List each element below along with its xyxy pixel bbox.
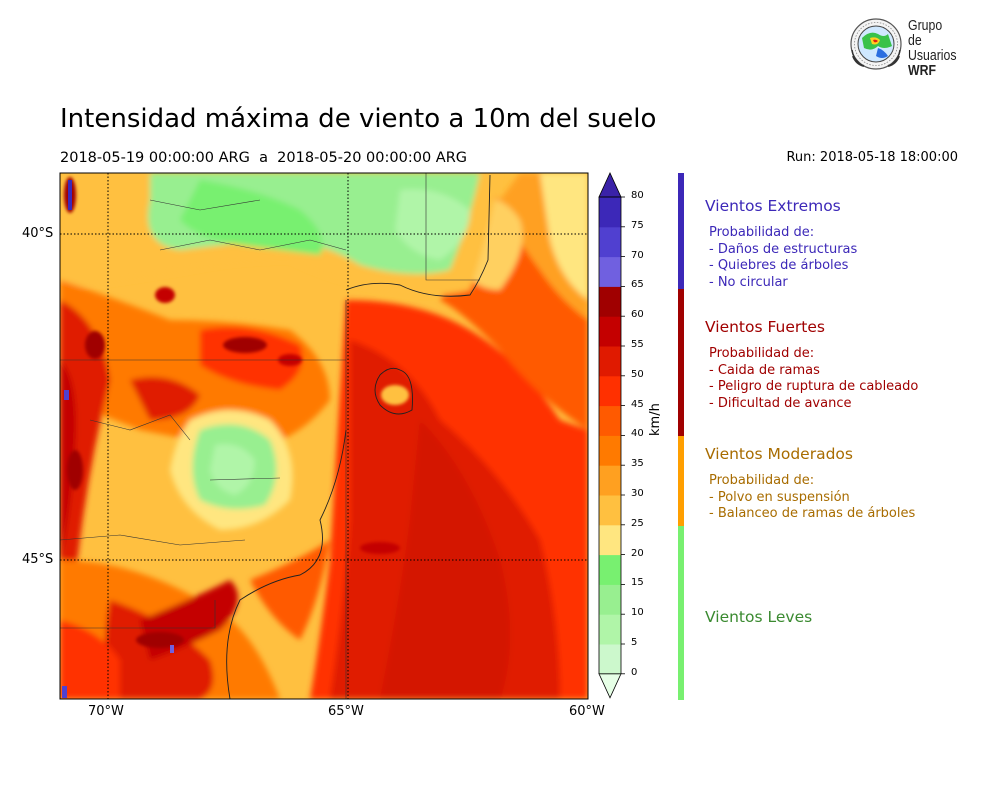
- cat-bar-fuertes: [678, 289, 684, 436]
- colorbar-tick-label: 10: [631, 607, 644, 619]
- colorbar-tick-label: 55: [631, 339, 644, 350]
- category-item: - Dificultad de avance: [709, 395, 852, 411]
- colorbar-tick-label: 35: [631, 458, 644, 470]
- colorbar-band: [599, 524, 621, 556]
- colorbar-tick-label: 5: [631, 637, 638, 648]
- valid-period: 2018-05-19 00:00:00 ARG a 2018-05-20 00:…: [60, 150, 467, 166]
- category-leves: Vientos Leves: [705, 608, 812, 626]
- category-moderados: Vientos Moderados Probabilidad de: - Pol…: [705, 445, 915, 523]
- category-description: Probabilidad de: - Polvo en suspensión -…: [705, 473, 915, 523]
- map-frame: [59, 172, 589, 700]
- colorbar-extend-low: [598, 673, 622, 699]
- colorbar-tick-label: 80: [631, 190, 644, 201]
- colorbar-band: [599, 614, 621, 645]
- category-item: - Quiebres de árboles: [709, 258, 849, 273]
- category-description: Probabilidad de: - Daños de estructuras …: [705, 225, 857, 291]
- category-item: - No circular: [709, 274, 788, 290]
- colorbar-unit: km/h: [648, 403, 663, 436]
- colorbar-extend-high: [598, 172, 622, 198]
- colorbar-band: [599, 405, 621, 436]
- colorbar-band: [599, 197, 621, 228]
- colorbar-tick-label: 50: [631, 368, 644, 380]
- category-item: - Balanceo de ramas de árboles: [709, 506, 916, 521]
- colorbar-tick-label: 70: [631, 249, 644, 261]
- run-label: Run: 2018-05-18 18:00:00: [786, 150, 958, 165]
- lat-label-40s: 40°S: [22, 226, 54, 241]
- colorbar-tick-label: 65: [631, 279, 644, 291]
- category-intro: Probabilidad de:: [709, 473, 815, 488]
- colorbar-band: [599, 346, 621, 377]
- category-item: - Peligro de ruptura de cableado: [709, 379, 919, 394]
- wrf-users-group-logo: Grupo de Usuarios WRF: [848, 16, 968, 78]
- colorbar-tick-label: 45: [631, 398, 644, 410]
- category-intro: Probabilidad de:: [709, 346, 815, 361]
- colorbar-band: [599, 584, 621, 615]
- category-title: Vientos Leves: [705, 608, 813, 626]
- category-description: Probabilidad de: - Caida de ramas - Peli…: [705, 346, 918, 412]
- category-item: - Caida de ramas: [709, 362, 820, 378]
- colorbar-band: [599, 226, 621, 258]
- lon-label-70w: 70°W: [88, 704, 124, 719]
- category-item: - Daños de estructuras: [709, 241, 858, 257]
- colorbar-tick-label: 25: [631, 517, 644, 529]
- coastline: [226, 174, 491, 699]
- colorbar-tick-label: 75: [631, 219, 644, 231]
- colorbar-band: [599, 375, 621, 407]
- colorbar-band: [599, 256, 621, 287]
- logo-line-2: Usuarios: [908, 47, 957, 64]
- colorbar-band: [599, 644, 621, 675]
- colorbar: [598, 172, 625, 699]
- category-title: Vientos Fuertes: [705, 318, 825, 336]
- colorbar-tick-label: 30: [631, 488, 644, 499]
- lon-label-60w: 60°W: [569, 704, 605, 719]
- category-extremos: Vientos Extremos Probabilidad de: - Daño…: [705, 197, 857, 291]
- colorbar-tick-label: 40: [631, 428, 644, 440]
- colorbar-tick-label: 20: [631, 547, 644, 559]
- colorbar-band: [599, 286, 621, 317]
- colorbar-tick-label: 60: [631, 309, 644, 321]
- colorbar-tick-label: 0: [631, 666, 638, 678]
- period-separator: a: [259, 150, 268, 166]
- category-item: - Polvo en suspensión: [709, 489, 850, 505]
- logo-text: Grupo de Usuarios WRF: [908, 18, 957, 78]
- colorbar-band: [599, 465, 621, 496]
- cat-bar-leves: [678, 526, 684, 700]
- category-title: Vientos Moderados: [705, 445, 853, 463]
- cat-bar-moderados: [678, 436, 684, 526]
- colorbar-band: [599, 435, 621, 466]
- map-title: Intensidad máxima de viento a 10m del su…: [60, 104, 657, 134]
- colorbar-band: [599, 316, 621, 347]
- period-start: 2018-05-19 00:00:00 ARG: [60, 150, 250, 166]
- graticule: [60, 173, 588, 699]
- colorbar-tick-label: 15: [631, 577, 644, 589]
- period-end: 2018-05-20 00:00:00 ARG: [277, 150, 468, 166]
- logo-line-1: Grupo de: [908, 17, 943, 49]
- colorbar-band: [599, 554, 621, 585]
- lon-label-65w: 65°W: [328, 704, 364, 719]
- lat-label-45s: 45°S: [22, 552, 54, 567]
- globe-seal-icon: [850, 18, 902, 70]
- wind-field: [60, 173, 588, 699]
- category-title: Vientos Extremos: [705, 197, 841, 215]
- colorbar-band: [599, 495, 621, 526]
- cat-bar-extremos: [678, 173, 684, 289]
- category-fuertes: Vientos Fuertes Probabilidad de: - Caida…: [705, 318, 918, 412]
- logo-line-3: WRF: [908, 62, 937, 79]
- category-intro: Probabilidad de:: [709, 225, 815, 240]
